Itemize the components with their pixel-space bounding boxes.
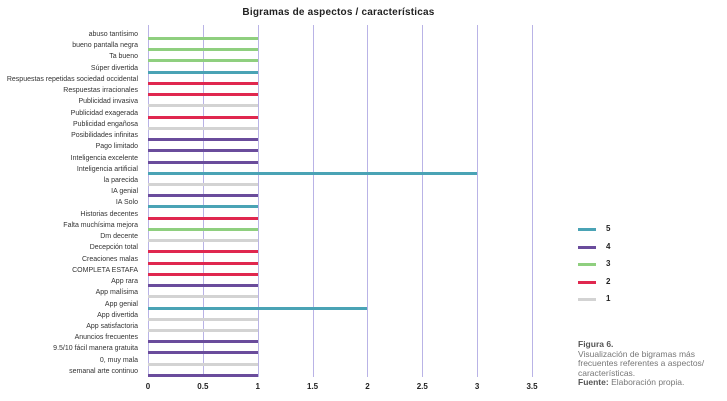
bar: [148, 227, 258, 231]
grid-line: [148, 25, 149, 377]
x-tick-label: 3: [474, 382, 480, 391]
grid-line: [477, 25, 479, 377]
category-label: 9.5/10 fácil manera gratuita: [53, 345, 138, 353]
bar: [148, 126, 258, 130]
x-tick-label: 2: [365, 382, 370, 391]
category-label: App rara: [111, 278, 138, 286]
x-tick-label: 2.5: [416, 382, 428, 391]
category-label: Anuncios frecuentes: [74, 334, 138, 342]
bar: [148, 272, 258, 276]
category-label: Inteligencia artificial: [76, 165, 138, 173]
x-tick-label: 0: [145, 382, 151, 391]
legend-swatch: [578, 228, 596, 231]
bar: [148, 216, 258, 220]
bar: [148, 284, 258, 288]
category-label: Pago limitado: [95, 143, 138, 151]
category-label: Publicidad engañosa: [73, 120, 138, 128]
category-label: App satisfactoria: [86, 322, 138, 330]
grid-line: [312, 25, 314, 377]
legend-swatch: [578, 280, 596, 284]
bar: [148, 250, 258, 254]
legend-label: 1: [606, 294, 611, 303]
category-label: bueno pantalla negra: [72, 42, 138, 50]
category-label: App divertida: [97, 311, 138, 319]
grid-line: [422, 25, 424, 377]
category-label: Decepción total: [89, 244, 138, 252]
grid-line: [367, 25, 369, 377]
bar: [148, 138, 258, 142]
category-label: IA genial: [111, 188, 138, 196]
category-label: Respuestas repetidas sociedad occidental: [6, 75, 138, 83]
bar: [148, 37, 258, 40]
bar: [148, 351, 258, 355]
category-label: Súper divertida: [90, 64, 138, 72]
x-tick-label: 3.5: [526, 382, 538, 391]
x-tick-label: 1.5: [307, 382, 319, 391]
bar: [148, 59, 258, 63]
legend-label: 4: [606, 241, 611, 251]
figure-source: Fuente: Elaboración propia.: [578, 377, 685, 387]
legend-swatch: [578, 245, 596, 249]
legend-label: 5: [606, 224, 611, 233]
legend-label: 2: [606, 276, 611, 286]
bar: [148, 362, 258, 366]
category-label: la parecida: [103, 176, 138, 184]
grid-line: [257, 25, 259, 377]
category-label: Falta muchísima mejora: [63, 221, 138, 229]
bar: [148, 340, 258, 344]
x-tick-label: 0.5: [197, 382, 209, 391]
bar: [148, 306, 368, 310]
bar: [148, 70, 258, 74]
bar: [148, 328, 258, 332]
bar: [148, 81, 258, 85]
bar: [148, 317, 258, 321]
legend-item: 1: [578, 294, 658, 306]
category-label: Posibilidades infinitas: [71, 132, 138, 140]
bar: [148, 115, 258, 119]
x-tick-label: 1: [255, 382, 260, 391]
bar: [148, 104, 258, 108]
bar: [148, 295, 258, 299]
category-label: Respuestas irracionales: [63, 87, 138, 95]
bar: [148, 205, 258, 209]
category-label: abuso tantísimo: [88, 31, 138, 38]
category-label: Publicidad invasiva: [78, 98, 138, 106]
figure-caption: Figura 6. Visualización de bigramas más …: [578, 339, 727, 388]
bar: [148, 194, 258, 198]
legend-swatch: [578, 263, 596, 266]
legend-item: 5: [578, 224, 658, 236]
grid-line: [532, 25, 533, 377]
legend-item: 2: [578, 277, 658, 289]
bar: [148, 261, 258, 265]
bar: [148, 182, 258, 186]
bar: [148, 373, 258, 377]
legend-item: 4: [578, 242, 658, 254]
category-label: semanal arte continuo: [69, 367, 138, 375]
category-label: Historias decentes: [80, 210, 138, 218]
grid-line: [202, 25, 204, 377]
category-label: COMPLETA ESTAFA: [72, 266, 138, 274]
bar: [148, 239, 258, 243]
bar: [148, 149, 258, 153]
legend-label: 3: [606, 259, 611, 268]
bar: [148, 93, 258, 97]
legend-item: 3: [578, 259, 658, 271]
legend-swatch: [578, 298, 596, 301]
category-label: IA Solo: [115, 199, 138, 207]
bar: [148, 160, 258, 164]
category-label: App malísima: [95, 289, 138, 297]
category-label: App genial: [104, 300, 138, 308]
category-label: Publicidad exagerada: [70, 109, 138, 117]
chart-title: Bigramas de aspectos / características: [242, 7, 435, 18]
bar: [148, 171, 478, 175]
category-label: Inteligencia excelente: [70, 154, 138, 162]
category-label: 0, muy mala: [99, 356, 138, 364]
category-label: Creaciones malas: [81, 255, 138, 263]
bar: [148, 48, 258, 52]
category-label: Dm decente: [100, 233, 138, 241]
category-label: Ta bueno: [109, 53, 138, 61]
figure-number: Figura 6.: [578, 339, 614, 349]
figure-description: Visualización de bigramas más frecuentes…: [578, 348, 705, 378]
